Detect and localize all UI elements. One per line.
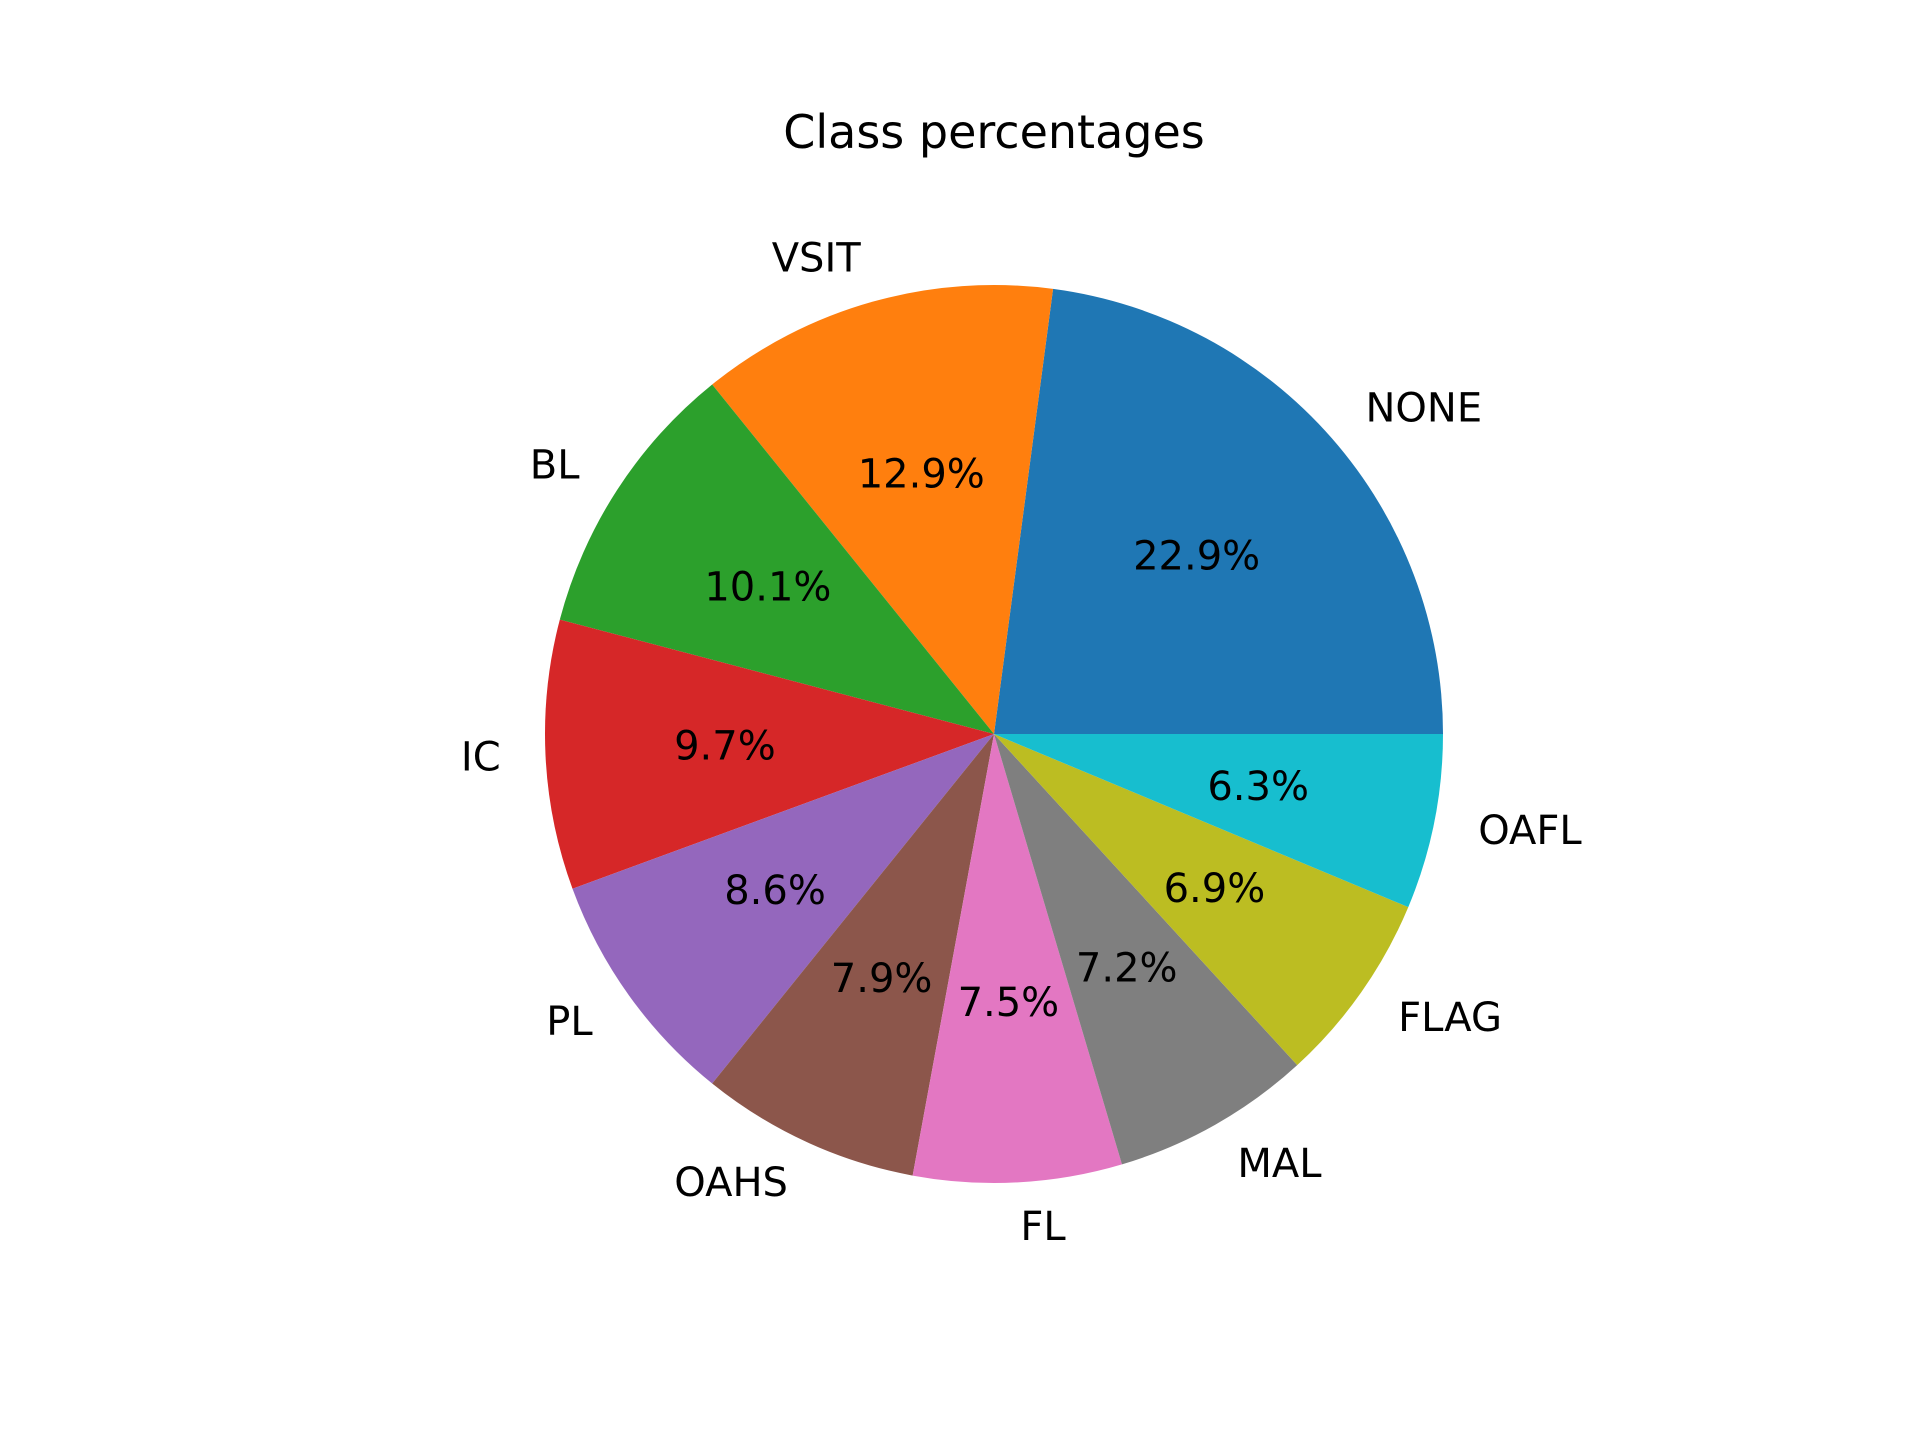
slice-label-ic: IC: [461, 734, 501, 780]
pie-labels: NONE 22.9% VSIT 12.9% BL 10.1% IC 9.7% PL 8.6% OAH…: [461, 235, 1582, 1250]
pie-slice-vsit: [712, 285, 1054, 734]
pie-slice-bl: [559, 384, 994, 734]
slice-label-pl: PL: [546, 999, 593, 1045]
pct-label-oahs: 7.9%: [831, 956, 933, 1002]
slice-label-flag: FLAG: [1398, 995, 1502, 1041]
slice-label-fl: FL: [1020, 1204, 1066, 1250]
pie-slice-flag: [994, 734, 1409, 1066]
slice-label-oahs: OAHS: [674, 1160, 788, 1206]
pct-label-flag: 6.9%: [1164, 866, 1266, 912]
chart-title: Class percentages: [783, 105, 1204, 159]
pct-label-pl: 8.6%: [724, 868, 826, 914]
pct-label-bl: 10.1%: [704, 565, 831, 611]
pie-slices: [545, 285, 1443, 1183]
pct-label-oafl: 6.3%: [1207, 764, 1309, 810]
slice-label-none: NONE: [1366, 386, 1483, 432]
pie-slice-oahs: [712, 734, 994, 1176]
pct-label-vsit: 12.9%: [858, 452, 985, 498]
pie-slice-oafl: [994, 734, 1443, 908]
pie-slice-mal: [994, 734, 1298, 1165]
pct-label-mal: 7.2%: [1076, 945, 1178, 991]
pie-slice-fl: [912, 734, 1122, 1183]
pct-label-none: 22.9%: [1133, 533, 1260, 579]
slice-label-bl: BL: [530, 442, 580, 488]
slice-label-oafl: OAFL: [1478, 808, 1582, 854]
pct-label-fl: 7.5%: [958, 980, 1060, 1026]
slice-label-mal: MAL: [1237, 1141, 1322, 1187]
pie-slice-ic: [545, 619, 994, 889]
pie-slice-pl: [572, 734, 994, 1084]
slice-label-vsit: VSIT: [772, 235, 862, 281]
pie-slice-none: [994, 288, 1443, 734]
pct-label-ic: 9.7%: [674, 724, 776, 770]
